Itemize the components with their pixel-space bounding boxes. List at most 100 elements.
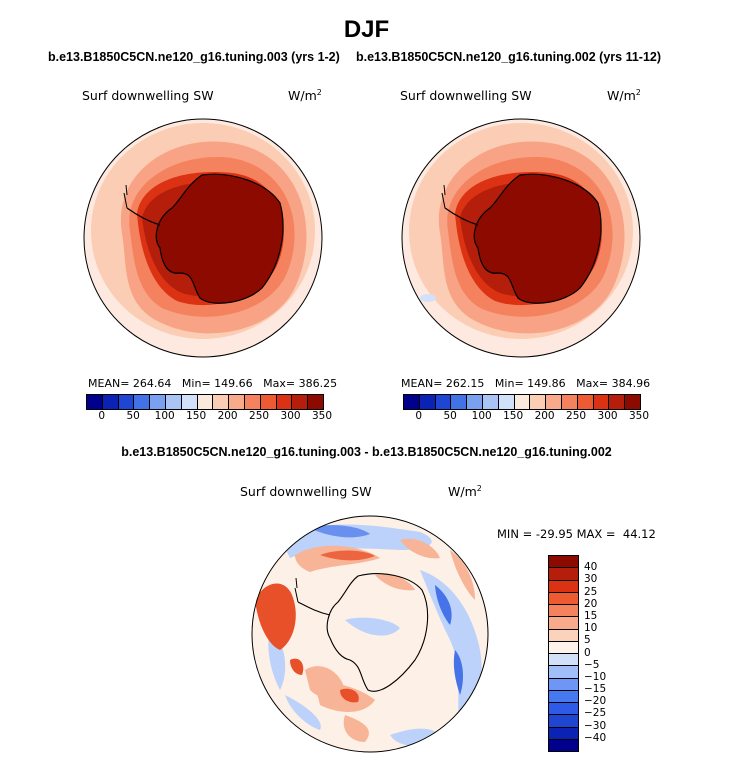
right-colorbar-swatch bbox=[561, 395, 578, 409]
diff-colorbar-swatch bbox=[549, 689, 578, 702]
right-colorbar-swatch bbox=[451, 395, 468, 409]
right-colorbar-swatch bbox=[625, 395, 640, 409]
diff-colorbar-tick: −15 bbox=[584, 683, 607, 696]
diff-min-value: -29.95 bbox=[535, 527, 573, 541]
diff-colorbar-swatch bbox=[549, 556, 578, 568]
right-colorbar-swatch bbox=[435, 395, 452, 409]
diff-min-max: MIN = -29.95 MAX = 44.12 bbox=[497, 527, 656, 541]
left-polar-map bbox=[83, 118, 323, 358]
diff-colorbar-swatch bbox=[549, 604, 578, 617]
diff-colorbar-tick: 25 bbox=[584, 585, 598, 598]
right-colorbar-swatch bbox=[593, 395, 610, 409]
left-colorbar-tick: 250 bbox=[249, 410, 270, 422]
left-colorbar-swatch bbox=[165, 395, 182, 409]
difference-polar-map bbox=[251, 515, 489, 753]
right-colorbar-tick: 200 bbox=[534, 410, 555, 422]
right-colorbar-tick: 250 bbox=[566, 410, 587, 422]
right-colorbar-swatch bbox=[609, 395, 626, 409]
left-colorbar-swatch bbox=[181, 395, 198, 409]
diff-colorbar-swatch bbox=[549, 677, 578, 690]
right-colorbar-swatch bbox=[467, 395, 483, 409]
left-colorbar-swatch bbox=[118, 395, 135, 409]
left-colorbar-swatch bbox=[244, 395, 261, 409]
right-colorbar-tick: 50 bbox=[443, 410, 457, 422]
left-run-label: b.e13.B1850C5CN.ne120_g16.tuning.003 (yr… bbox=[48, 50, 340, 64]
left-colorbar-swatch bbox=[213, 395, 230, 409]
right-max-value: 384.96 bbox=[611, 377, 651, 390]
right-colorbar-tick: 100 bbox=[471, 410, 492, 422]
left-colorbar-tick: 150 bbox=[186, 410, 207, 422]
diff-units-label: W/m2 bbox=[448, 484, 482, 500]
left-colorbar-swatch bbox=[292, 395, 309, 409]
diff-colorbar-swatch bbox=[549, 628, 578, 641]
left-colorbar-swatch bbox=[260, 395, 277, 409]
diff-colorbar-tick: 10 bbox=[584, 622, 598, 635]
diff-colorbar-tick: 0 bbox=[584, 646, 591, 659]
left-colorbar-swatch bbox=[150, 395, 166, 409]
diff-colorbar-swatch bbox=[549, 702, 578, 715]
diff-colorbar-swatch bbox=[549, 714, 578, 727]
diff-colorbar-swatch bbox=[549, 591, 578, 604]
diff-colorbar-swatch bbox=[549, 665, 578, 678]
left-mean-value: 264.64 bbox=[132, 377, 172, 390]
left-colorbar-swatch bbox=[308, 395, 323, 409]
right-colorbar-swatch bbox=[577, 395, 594, 409]
right-colorbar-swatch bbox=[514, 395, 531, 409]
left-colorbar bbox=[86, 394, 324, 410]
left-stats: MEAN= 264.64 Min= 149.66 Max= 386.25 bbox=[88, 377, 338, 390]
left-colorbar-ticks: 0 50 100 150 200 250 300 350 bbox=[86, 410, 332, 424]
left-colorbar-tick: 100 bbox=[154, 410, 175, 422]
left-colorbar-swatch bbox=[197, 395, 214, 409]
diff-colorbar-swatch bbox=[549, 738, 578, 751]
right-colorbar-tick: 0 bbox=[415, 410, 423, 422]
diff-colorbar-tick: −25 bbox=[584, 707, 607, 720]
left-min-value: 149.66 bbox=[214, 377, 253, 390]
diff-colorbar-tick: −30 bbox=[584, 719, 607, 732]
diff-colorbar-swatch bbox=[549, 640, 578, 653]
right-colorbar-tick: 150 bbox=[503, 410, 524, 422]
diff-colorbar-swatch bbox=[549, 616, 578, 629]
right-colorbar bbox=[403, 394, 641, 410]
diff-colorbar-tick: −40 bbox=[584, 731, 607, 744]
left-variable-label: Surf downwelling SW bbox=[82, 88, 214, 103]
left-colorbar-tick: 350 bbox=[311, 410, 333, 422]
left-colorbar-swatch bbox=[134, 395, 151, 409]
right-colorbar-swatch bbox=[530, 395, 547, 409]
right-colorbar-swatch bbox=[419, 395, 436, 409]
left-colorbar-swatch bbox=[276, 395, 293, 409]
diff-colorbar-swatch bbox=[549, 653, 578, 666]
left-colorbar-tick: 0 bbox=[98, 410, 106, 422]
diff-colorbar-swatch bbox=[549, 726, 578, 739]
diff-colorbar-tick: −10 bbox=[584, 670, 607, 683]
diff-colorbar-swatch bbox=[549, 579, 578, 592]
right-units-label: W/m2 bbox=[607, 88, 641, 104]
right-colorbar-ticks: 0 50 100 150 200 250 300 350 bbox=[403, 410, 649, 424]
right-mean-value: 262.15 bbox=[445, 377, 485, 390]
left-colorbar-swatch bbox=[229, 395, 245, 409]
diff-colorbar-tick: 30 bbox=[584, 573, 598, 586]
diff-colorbar-tick: 40 bbox=[584, 561, 598, 574]
diff-max-value: 44.12 bbox=[622, 527, 656, 541]
figure-title: DJF bbox=[343, 16, 390, 43]
diff-colorbar-tick: −5 bbox=[584, 658, 600, 671]
left-colorbar-tick: 50 bbox=[126, 410, 140, 422]
difference-label: b.e13.B1850C5CN.ne120_g16.tuning.003 - b… bbox=[121, 445, 612, 459]
right-colorbar-swatch bbox=[482, 395, 499, 409]
right-colorbar-swatch bbox=[546, 395, 562, 409]
left-colorbar-tick: 300 bbox=[280, 410, 301, 422]
right-stats: MEAN= 262.15 Min= 149.86 Max= 384.96 bbox=[401, 377, 651, 390]
right-colorbar-tick: 350 bbox=[628, 410, 650, 422]
diff-colorbar-tick: 20 bbox=[584, 597, 598, 610]
left-units-label: W/m2 bbox=[288, 88, 322, 104]
diff-colorbar-tick: 5 bbox=[584, 634, 591, 647]
right-run-label: b.e13.B1850C5CN.ne120_g16.tuning.002 (yr… bbox=[356, 50, 662, 64]
right-colorbar-tick: 300 bbox=[597, 410, 618, 422]
diff-colorbar-ticks: 40 30 25 20 15 10 5 0 −5 −10 −15 −20 −25 −30 −40 bbox=[584, 555, 644, 750]
diff-variable-label: Surf downwelling SW bbox=[240, 484, 372, 499]
right-polar-map bbox=[401, 118, 641, 358]
right-colorbar-swatch bbox=[498, 395, 515, 409]
left-colorbar-swatch bbox=[87, 395, 103, 409]
right-colorbar-swatch bbox=[404, 395, 420, 409]
diff-colorbar-swatch bbox=[549, 567, 578, 580]
left-colorbar-tick: 200 bbox=[217, 410, 238, 422]
